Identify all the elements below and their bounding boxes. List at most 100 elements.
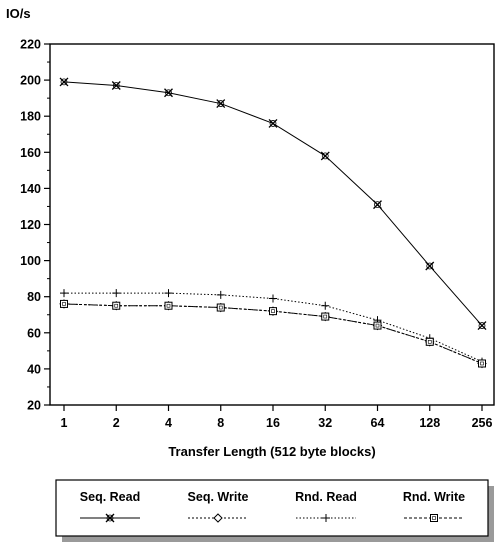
marker-inner (427, 340, 432, 344)
x-tick-label: 16 (266, 416, 280, 430)
y-tick-label: 220 (20, 38, 41, 52)
marker-stroke (477, 321, 487, 331)
data-point (321, 312, 330, 321)
legend-label: Rnd. Write (403, 490, 465, 504)
data-point (269, 307, 277, 316)
marker-shape (373, 321, 382, 330)
marker-ring (321, 152, 329, 160)
data-point (425, 261, 435, 271)
y-tick-label: 200 (20, 74, 41, 88)
marker-inner (114, 303, 119, 308)
marker-shape (430, 514, 438, 522)
data-point (112, 301, 121, 310)
marker-ring (106, 514, 114, 522)
marker-inner (271, 309, 275, 313)
data-point (60, 289, 68, 298)
marker-ring (374, 201, 381, 209)
legend-item: Rnd. Write (403, 490, 465, 522)
y-tick-label: 20 (27, 399, 41, 413)
series-rnd-write (60, 299, 486, 368)
marker-inner (375, 323, 380, 328)
data-point (477, 321, 487, 331)
marker-shape (321, 312, 330, 321)
data-point (321, 301, 330, 310)
y-tick-label: 160 (20, 146, 41, 160)
data-point (112, 289, 121, 298)
legend-marker (322, 514, 330, 522)
y-tick-label: 100 (20, 254, 41, 268)
marker-inner (166, 303, 171, 308)
y-tick-label: 120 (20, 218, 41, 232)
x-tick-label: 256 (472, 416, 493, 430)
data-point (320, 151, 330, 161)
data-point (164, 301, 173, 310)
marker-inner (218, 305, 223, 310)
data-point (59, 77, 69, 87)
x-tick-label: 8 (217, 416, 224, 430)
marker-shape (425, 337, 434, 346)
plot-area (49, 43, 495, 406)
marker-ring (269, 120, 277, 127)
data-point (216, 290, 225, 299)
x-tick-label: 64 (371, 416, 385, 430)
marker-shape (60, 299, 68, 308)
legend-box (55, 479, 489, 537)
y-tick-label: 80 (27, 290, 41, 304)
marker-stroke (164, 88, 173, 98)
marker-ring (112, 82, 120, 89)
marker-shape (478, 359, 486, 368)
series-line (63, 303, 483, 364)
data-point (269, 294, 277, 303)
legend-item: Seq. Read (80, 490, 140, 523)
marker-stroke (373, 200, 382, 210)
data-point (478, 359, 486, 368)
marker-shape (112, 301, 121, 310)
legend-label: Seq. Read (80, 490, 140, 504)
y-axis-ticks: 20 40 60 80 100 120 140 160 180 200 220 (20, 38, 50, 413)
data-point (216, 303, 225, 312)
marker-ring (478, 322, 486, 329)
legend-label: Seq. Write (188, 490, 249, 504)
marker-shape (164, 301, 173, 310)
data-point (216, 99, 226, 109)
x-tick-label: 1 (61, 416, 68, 430)
data-point (164, 88, 173, 98)
data-point (268, 118, 278, 128)
legend-item: Rnd. Read (295, 490, 357, 522)
y-tick-label: 60 (27, 326, 41, 340)
marker-inner (480, 361, 484, 366)
marker-stroke (111, 81, 121, 90)
marker-inner (323, 314, 328, 319)
legend-marker (105, 513, 115, 523)
marker-shape (213, 513, 223, 523)
marker-shape (269, 307, 277, 316)
marker-shape (216, 303, 225, 312)
y-tick-label: 40 (27, 362, 41, 376)
data-point (111, 81, 121, 90)
legend: Seq. Read Seq. Write Rnd. Read Rnd. Write (55, 479, 494, 542)
data-point (373, 321, 382, 330)
x-tick-label: 128 (419, 416, 440, 430)
data-point (164, 289, 173, 298)
data-series (59, 77, 487, 369)
legend-marker (213, 513, 223, 523)
y-tick-label: 140 (20, 182, 41, 196)
marker-stroke (320, 151, 330, 161)
x-axis-title: Transfer Length (512 byte blocks) (168, 444, 375, 459)
data-point (60, 299, 68, 308)
y-axis-title: IO/s (6, 6, 31, 21)
x-tick-label: 32 (318, 416, 332, 430)
legend-item: Seq. Write (188, 490, 249, 523)
marker-ring (165, 89, 172, 97)
marker-stroke (105, 513, 115, 523)
legend-label: Rnd. Read (295, 490, 357, 504)
data-point (425, 337, 434, 346)
x-axis-ticks: 1 2 4 8 16 32 64 128 256 (61, 405, 493, 430)
marker-stroke (268, 118, 278, 128)
marker-ring (426, 262, 434, 270)
marker-stroke (425, 261, 435, 271)
marker-stroke (216, 99, 226, 109)
x-tick-label: 4 (165, 416, 172, 430)
